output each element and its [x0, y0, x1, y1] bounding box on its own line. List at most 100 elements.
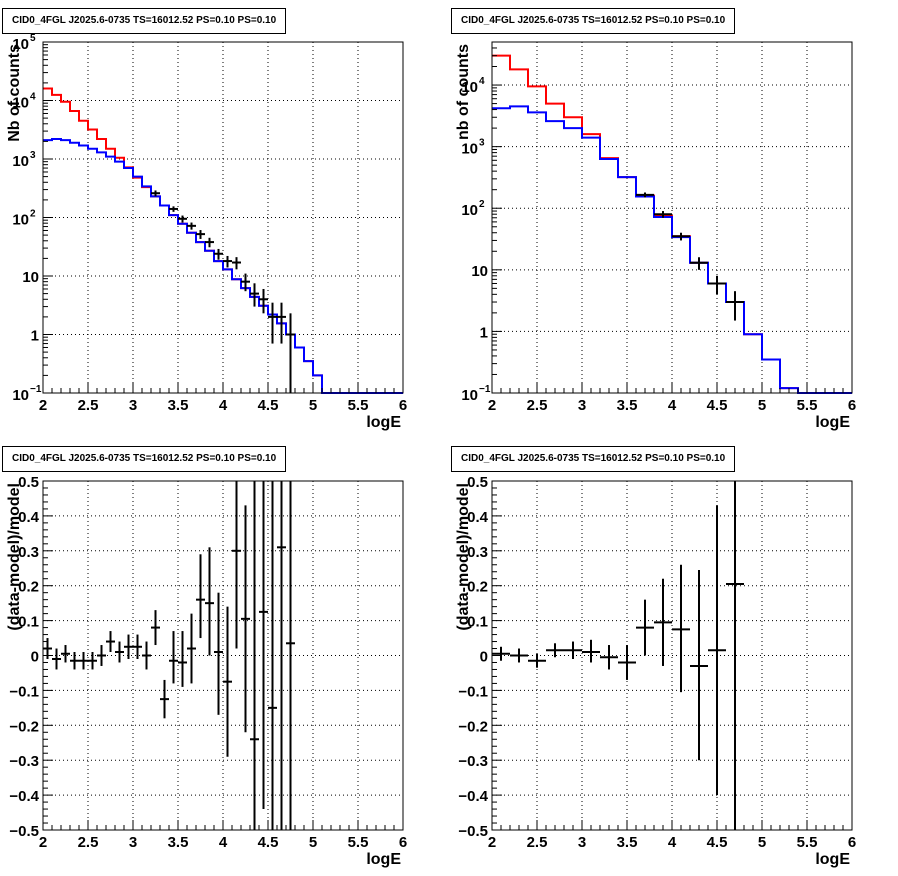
x-tick-label: 2.5	[527, 397, 548, 414]
x-tick-label: 3	[578, 834, 586, 851]
chart-svg: 2 2.5 3 3.5 4 4.5 5 5.5 6logE−0.5−0.4−0.3−0.2−0.…	[455, 474, 856, 868]
data-point	[510, 648, 528, 663]
x-tick-label: 4	[668, 397, 677, 414]
data-point	[286, 481, 295, 830]
x-tick-label: 3.5	[617, 397, 638, 414]
data-point	[286, 313, 295, 393]
y-tick-label: −0.2	[458, 718, 488, 735]
data-point	[97, 645, 106, 666]
x-tick-label: 5.5	[348, 397, 369, 414]
counts-panel-top-right: CID0_4FGL J2025.6-0735 TS=16012.52 PS=0.…	[449, 0, 898, 438]
y-axis-title: nb of counts	[455, 44, 472, 140]
x-tick-label: 6	[399, 834, 407, 851]
y-axis-title: (data-model)/model	[6, 483, 23, 631]
data-point	[259, 288, 268, 314]
y-tick-label: −0.5	[458, 823, 488, 840]
y-tick-label: 1	[480, 324, 488, 341]
y-tick-label: −0.4	[458, 788, 488, 805]
panel-title: CID0_4FGL J2025.6-0735 TS=16012.52 PS=0.…	[2, 446, 287, 472]
data-point	[52, 648, 61, 670]
panel-title: CID0_4FGL J2025.6-0735 TS=16012.52 PS=0.…	[2, 8, 287, 34]
y-tick-label: −0.1	[9, 683, 39, 700]
x-tick-label: 4	[668, 834, 677, 851]
chart-svg: 2 2.5 3 3.5 4 4.5 5 5.5 6logE−0.5−0.4−0.3−0.2−0.…	[6, 474, 407, 868]
y-tick-label: −0.1	[458, 683, 488, 700]
y-tick-label: 0.4	[18, 509, 40, 526]
y-tick-label: 10	[12, 212, 29, 229]
x-tick-label: 5	[309, 834, 317, 851]
y-tick-label: −0.3	[9, 753, 39, 770]
y-tick-label: 0.5	[467, 474, 488, 491]
y-axis-title: Nb of counts	[6, 44, 23, 142]
data-point	[600, 645, 618, 670]
y-tick-label: −0.3	[458, 753, 488, 770]
x-tick-label: 5	[758, 397, 766, 414]
x-tick-label: 2.5	[527, 834, 548, 851]
y-tick-label: 10	[12, 387, 29, 404]
data-point	[169, 631, 178, 684]
data-point	[232, 481, 241, 649]
x-axis-title: logE	[366, 414, 401, 431]
x-tick-label: 2.5	[78, 834, 99, 851]
data-point	[187, 613, 196, 684]
y-tick-exponent: 2	[479, 199, 485, 210]
y-tick-label: −0.4	[9, 788, 39, 805]
y-tick-label: 10	[12, 153, 29, 170]
data-points	[636, 192, 744, 321]
data-point	[142, 641, 151, 670]
y-tick-label: 0	[480, 649, 488, 666]
grid	[42, 480, 404, 831]
data-point	[654, 578, 672, 666]
x-tick-label: 4.5	[707, 834, 728, 851]
y-tick-exponent: −1	[479, 384, 491, 395]
counts-panel-top-left: CID0_4FGL J2025.6-0735 TS=16012.52 PS=0.…	[0, 0, 449, 438]
y-tick-exponent: 4	[30, 92, 36, 103]
x-tick-label: 4	[219, 397, 228, 414]
y-tick-exponent: 4	[479, 76, 485, 87]
data-point	[115, 641, 124, 663]
data-point	[187, 222, 196, 230]
data-point	[214, 592, 223, 715]
x-axis-title: logE	[815, 414, 850, 431]
data-point	[169, 206, 178, 212]
x-tick-label: 6	[848, 834, 856, 851]
y-tick-label: 1	[31, 328, 39, 345]
grid	[491, 480, 853, 831]
data-point	[726, 291, 744, 321]
y-tick-exponent: 3	[479, 138, 485, 149]
data-point	[205, 237, 214, 248]
data-point	[196, 230, 205, 239]
y-tick-label: 10	[22, 269, 39, 286]
y-tick-label: 10	[461, 202, 478, 219]
data-point	[708, 505, 726, 796]
data-point	[178, 631, 187, 687]
y-tick-label: 0.2	[467, 579, 488, 596]
y-tick-label: 0.2	[18, 579, 39, 596]
x-tick-label: 5	[309, 397, 317, 414]
x-tick-label: 4.5	[258, 397, 279, 414]
x-tick-label: 2	[488, 834, 496, 851]
data-point	[70, 652, 79, 670]
y-axis: −0.5 −0.4 −0.3 −0.2 −0.1 0 0.1 0.2 0.3 0.4 0.5(dat…	[6, 474, 53, 840]
data-point	[178, 215, 187, 223]
y-tick-exponent: −1	[30, 384, 42, 395]
data-point	[726, 481, 744, 830]
x-tick-label: 4	[219, 834, 228, 851]
x-tick-label: 3.5	[168, 397, 189, 414]
panel-title: CID0_4FGL J2025.6-0735 TS=16012.52 PS=0.…	[451, 8, 736, 34]
x-tick-label: 5	[758, 834, 766, 851]
data-point	[690, 257, 708, 270]
y-tick-label: 10	[12, 95, 29, 112]
data-point	[250, 283, 259, 307]
data-point	[160, 679, 169, 719]
data-points	[43, 481, 295, 830]
x-tick-label: 3	[129, 834, 137, 851]
x-tick-label: 5.5	[797, 397, 818, 414]
data-point	[223, 255, 232, 268]
histogram-series-1	[43, 137, 403, 394]
data-point	[672, 564, 690, 693]
y-tick-label: 0.3	[467, 544, 488, 561]
data-point	[61, 645, 70, 663]
